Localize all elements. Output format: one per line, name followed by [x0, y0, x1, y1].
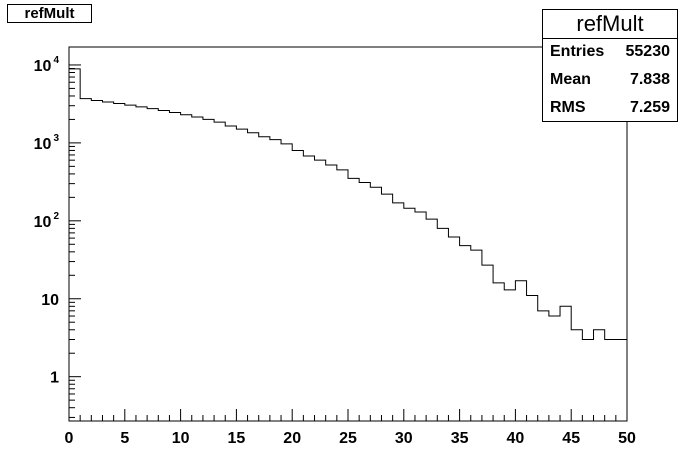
histogram-bin — [482, 265, 493, 421]
histogram-bin — [315, 160, 326, 421]
histogram-bin — [527, 296, 538, 421]
histogram-bin — [393, 203, 404, 421]
histogram-bin — [404, 208, 415, 421]
histogram-bin — [504, 290, 515, 421]
histogram-bin — [69, 69, 80, 421]
stats-row-entries: Entries 55230 — [543, 39, 677, 67]
histogram-bin — [337, 170, 348, 421]
x-tick-label: 40 — [507, 430, 525, 447]
stats-rms-value: 7.259 — [629, 99, 670, 116]
stats-rms-label: RMS — [550, 99, 586, 116]
x-tick-label: 25 — [339, 430, 357, 447]
stats-box: refMult Entries 55230 Mean 7.838 RMS 7.2… — [542, 9, 678, 122]
histogram-bin — [415, 212, 426, 421]
histogram-bin — [248, 133, 259, 421]
y-tick-label: 10 4 — [34, 55, 60, 75]
x-tick-label: 10 — [172, 430, 190, 447]
histogram-bin — [114, 104, 125, 421]
histogram-bin — [448, 237, 459, 421]
histogram-bin — [515, 281, 526, 421]
stats-title: refMult — [543, 10, 677, 39]
histogram-bin — [147, 109, 158, 421]
y-tick-label: 10 3 — [34, 133, 60, 153]
x-tick-label: 35 — [451, 430, 469, 447]
histogram-title: refMult — [24, 5, 75, 22]
histogram-bin — [259, 137, 270, 421]
histogram-bin — [270, 140, 281, 421]
y-tick-label: 10 — [41, 292, 59, 309]
y-tick-label: 10 2 — [34, 211, 60, 231]
histogram-bin — [437, 228, 448, 421]
x-axis: 0 5 10 15 20 25 30 35 40 45 50 — [65, 409, 636, 447]
histogram-bin — [426, 219, 437, 421]
histogram-bin — [594, 330, 605, 421]
histogram-bin — [214, 122, 225, 421]
histogram-bin — [136, 107, 147, 421]
histogram-bin — [158, 111, 169, 421]
histogram-bin — [560, 306, 571, 421]
histogram-bin — [370, 187, 381, 421]
histogram-bin — [181, 115, 192, 421]
histogram-bin — [493, 283, 504, 421]
histogram-bin — [169, 113, 180, 421]
histogram-bin — [91, 100, 102, 421]
stats-mean-label: Mean — [550, 71, 591, 88]
histogram-bin — [359, 183, 370, 421]
stats-row-mean: Mean 7.838 — [543, 67, 677, 95]
histogram-bin — [616, 340, 627, 421]
histogram-title-box: refMult — [7, 4, 92, 23]
histogram-bin — [281, 144, 292, 421]
x-tick-label: 20 — [283, 430, 301, 447]
histogram-bin — [326, 165, 337, 421]
histogram-bin — [381, 194, 392, 421]
histogram-bin — [225, 126, 236, 421]
x-tick-label: 5 — [120, 430, 129, 447]
histogram-bin — [292, 150, 303, 421]
histogram-bin — [192, 117, 203, 421]
histogram-bin — [203, 119, 214, 421]
x-tick-label: 30 — [395, 430, 413, 447]
x-tick-label: 50 — [618, 430, 636, 447]
x-tick-label: 45 — [562, 430, 580, 447]
stats-row-rms: RMS 7.259 — [543, 95, 677, 123]
histogram-bin — [303, 156, 314, 421]
histogram-bin — [582, 340, 593, 421]
histogram-bin — [471, 250, 482, 421]
stats-mean-value: 7.838 — [629, 71, 670, 88]
histogram-bin — [80, 99, 91, 421]
histogram-bin — [102, 102, 113, 421]
histogram-bin — [538, 311, 549, 421]
histogram-bin — [571, 330, 582, 421]
histogram-bin — [605, 340, 616, 421]
histogram-bin — [549, 316, 560, 421]
histogram-bin — [460, 246, 471, 421]
x-tick-label: 15 — [228, 430, 246, 447]
x-tick-label: 0 — [65, 430, 74, 447]
histogram-bin — [125, 105, 136, 421]
histogram-bin — [236, 129, 247, 421]
stats-entries-label: Entries — [550, 43, 605, 60]
stats-entries-value: 55230 — [625, 43, 671, 60]
histogram-outline — [68, 68, 628, 421]
y-tick-label: 1 — [50, 370, 59, 387]
histogram-bin — [348, 178, 359, 421]
